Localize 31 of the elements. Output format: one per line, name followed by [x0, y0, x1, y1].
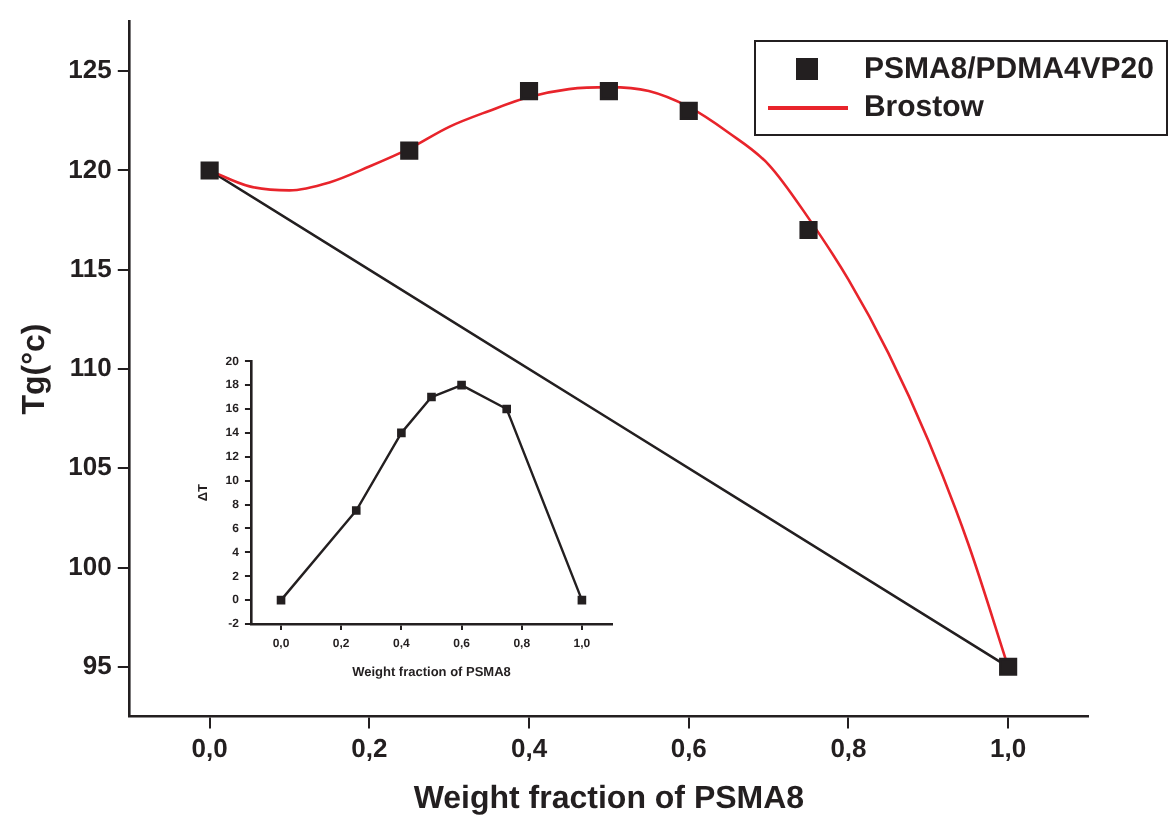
point [351, 506, 361, 515]
point [799, 220, 818, 240]
point [457, 380, 466, 390]
point [519, 82, 539, 101]
y-tick-label: 115 [69, 252, 112, 283]
point [276, 595, 286, 605]
y-tick-label: 120 [68, 153, 112, 184]
point [999, 657, 1018, 676]
point [502, 404, 511, 414]
point [577, 595, 587, 605]
x-tick-label: 1,0 [990, 733, 1027, 764]
legend-label: Brostow [863, 90, 984, 124]
legend-label: PSMA8/PDMA4VP20 [863, 52, 1154, 86]
x-tick-label: 0,0 [191, 733, 228, 764]
x-tick-label: 0,8 [830, 733, 867, 764]
point [397, 428, 406, 438]
point [400, 141, 419, 160]
point [599, 82, 618, 101]
point [679, 101, 698, 121]
y-tick-label: 95 [82, 649, 112, 680]
y-tick-label: 100 [68, 550, 112, 581]
x-tick-label: 0,6 [670, 733, 707, 764]
x-axis-title: Weight fraction of PSMA8 [413, 781, 805, 816]
y-tick-label: 125 [68, 54, 112, 85]
y-tick-label: 110 [69, 352, 112, 383]
y-tick-label: 105 [68, 451, 112, 482]
x-tick-label: 0,4 [510, 733, 549, 764]
point [200, 161, 219, 180]
point [427, 392, 436, 402]
y-axis-title: Tg(°c) [18, 323, 53, 415]
x-tick-label: 0,2 [351, 733, 388, 764]
